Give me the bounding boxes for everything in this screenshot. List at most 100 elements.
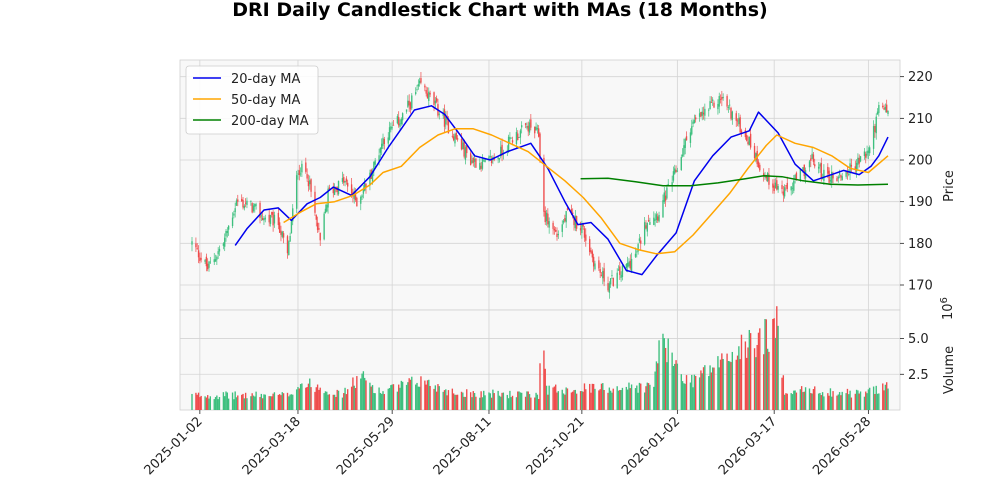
- volume-bar-355: [841, 391, 843, 410]
- candle-body-333: [802, 167, 804, 171]
- volume-bar-17: [224, 396, 226, 410]
- candle-body-140: [447, 119, 450, 134]
- candle-body-202: [562, 220, 565, 223]
- candle-body-363: [857, 157, 859, 165]
- volume-bar-194: [547, 394, 549, 410]
- volume-bar-98: [371, 385, 374, 410]
- candle-body-179: [519, 130, 522, 138]
- volume-bar-49: [281, 392, 283, 410]
- volume-bar-23: [234, 391, 236, 410]
- volume-bar-183: [527, 391, 529, 410]
- volume-bar-225: [603, 389, 605, 410]
- volume-bar-80: [337, 390, 340, 410]
- candle-body-175: [511, 140, 514, 143]
- volume-bar-290: [722, 358, 724, 410]
- volume-bar-268: [683, 383, 685, 410]
- candle-body-141: [451, 135, 454, 137]
- candle-body-330: [795, 172, 798, 180]
- candle-body-263: [674, 168, 676, 174]
- volume-bar-360: [850, 397, 853, 410]
- candle-body-328: [793, 180, 795, 191]
- volume-bar-173: [509, 390, 511, 410]
- volume-bar-354: [840, 395, 842, 410]
- volume-bar-20: [227, 398, 230, 410]
- candle-body-46: [277, 212, 280, 226]
- volume-bar-155: [475, 396, 477, 410]
- volume-bar-280: [704, 365, 706, 410]
- volume-bar-303: [747, 347, 749, 410]
- candle-body-166: [497, 157, 499, 159]
- candle-body-290: [722, 96, 724, 99]
- candle-body-200: [557, 234, 560, 236]
- volume-bar-237: [626, 389, 629, 410]
- volume-bar-171: [506, 394, 508, 410]
- volume-bar-131: [433, 388, 435, 410]
- volume-bar-74: [327, 394, 329, 410]
- candle-body-195: [548, 221, 550, 228]
- candle-body-317: [773, 185, 775, 191]
- price-axis-label: Price: [942, 170, 957, 202]
- volume-bar-214: [583, 383, 586, 410]
- candle-body-80: [337, 180, 340, 195]
- volume-bar-322: [782, 375, 785, 410]
- volume-bar-329: [794, 390, 796, 410]
- volume-bar-219: [592, 383, 595, 410]
- candle-body-203: [564, 218, 566, 222]
- candle-body-306: [753, 145, 756, 159]
- volume-bar-145: [456, 394, 459, 410]
- candle-body-133: [435, 98, 438, 102]
- candle-body-209: [574, 216, 577, 229]
- candle-body-112: [398, 117, 400, 126]
- volume-bar-229: [611, 392, 613, 410]
- candle-body-354: [840, 174, 842, 178]
- candle-body-100: [374, 160, 376, 165]
- candle-body-27: [242, 199, 244, 208]
- candle-body-289: [721, 96, 723, 100]
- volume-bar-117: [407, 382, 409, 410]
- candle-body-360: [850, 164, 853, 167]
- volume-bar-105: [383, 394, 386, 410]
- volume-bar-308: [756, 344, 758, 410]
- volume-bar-256: [662, 333, 664, 410]
- chart-legend: 20-day MA 50-day MA 200-day MA: [185, 65, 319, 135]
- candle-body-55: [292, 208, 294, 222]
- candle-body-36: [259, 202, 261, 218]
- volume-bar-25: [237, 395, 239, 410]
- volume-bar-52: [288, 396, 290, 410]
- candle-body-225: [603, 268, 605, 282]
- candle-body-367: [865, 153, 867, 158]
- volume-bar-121: [415, 384, 417, 410]
- candle-body-285: [713, 102, 715, 108]
- volume-bar-137: [443, 390, 446, 410]
- volume-bar-279: [702, 367, 705, 410]
- candle-body-352: [837, 176, 839, 179]
- volume-bar-76: [332, 394, 334, 410]
- volume-bar-201: [561, 389, 563, 410]
- candle-body-90: [356, 197, 358, 207]
- volume-bar-371: [872, 386, 875, 410]
- volume-bar-342: [819, 392, 821, 410]
- volume-bar-375: [878, 393, 880, 410]
- volume-bar-182: [526, 391, 528, 410]
- volume-bar-65: [310, 387, 312, 410]
- volume-bar-0: [191, 393, 193, 410]
- candle-body-132: [434, 100, 437, 104]
- candle-body-216: [589, 239, 591, 252]
- candle-body-96: [369, 172, 371, 186]
- volume-bar-43: [271, 396, 273, 410]
- candle-body-358: [848, 174, 850, 175]
- volume-bar-166: [497, 390, 499, 410]
- candle-body-174: [510, 137, 512, 139]
- candle-body-18: [225, 230, 227, 237]
- candle-body-110: [392, 124, 395, 126]
- volume-bar-324: [785, 393, 787, 410]
- volume-bar-22: [233, 399, 235, 410]
- candle-body-291: [726, 96, 728, 107]
- volume-bar-259: [666, 362, 668, 410]
- volume-bar-343: [820, 395, 822, 410]
- candle-body-264: [675, 169, 677, 173]
- candle-body-353: [838, 172, 841, 175]
- volume-bar-276: [698, 377, 701, 410]
- volume-bar-352: [837, 394, 839, 410]
- candle-body-72: [324, 208, 327, 214]
